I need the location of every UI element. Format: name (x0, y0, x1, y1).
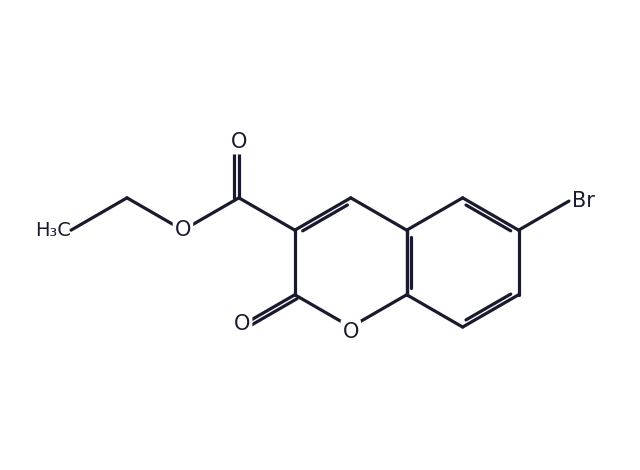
Text: Br: Br (572, 191, 595, 211)
Text: O: O (230, 133, 247, 152)
Text: O: O (175, 219, 191, 240)
Text: H₃C: H₃C (35, 220, 71, 240)
Text: O: O (234, 314, 250, 334)
Text: O: O (342, 321, 359, 342)
